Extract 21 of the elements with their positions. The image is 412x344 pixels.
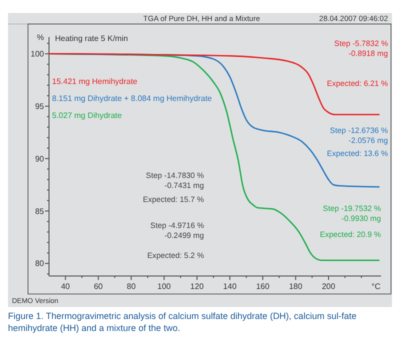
y-tick-label: 90 xyxy=(35,154,45,164)
text: 15.421 mg Hemihydrate xyxy=(52,77,138,86)
y-axis-title: % xyxy=(36,33,44,42)
text: 5.027 mg Dihydrate xyxy=(52,111,122,120)
annotation: Heating rate 5 K/min xyxy=(55,34,128,43)
x-tick-label: 200 xyxy=(322,282,336,291)
x-tick-label: 160 xyxy=(256,282,270,291)
text: 8.151 mg Dihydrate + 8.084 mg Hemihydrate xyxy=(52,94,212,103)
x-tick-label: 120 xyxy=(190,282,204,291)
x-tick-label: 140 xyxy=(223,282,238,291)
x-axis-title: °C xyxy=(372,282,381,291)
y-tick-label: 80 xyxy=(35,259,45,268)
x-tick-label: 40 xyxy=(60,282,70,291)
x-tick-label: 80 xyxy=(126,282,136,291)
x-tick-label: 100 xyxy=(157,282,172,291)
y-tick-label: 85 xyxy=(35,206,45,216)
y-tick-label: 95 xyxy=(35,102,45,111)
y-tick-label: 100 xyxy=(30,50,45,59)
x-tick-label: 180 xyxy=(288,282,303,291)
x-tick-label: 60 xyxy=(94,282,104,291)
caption: Figure 1. Thermogravimetric analysis of calcium sulfate dihydrate (DH), calcium sul-fate hemihydrate (HH) and a mixture of the two. xyxy=(8,310,358,334)
